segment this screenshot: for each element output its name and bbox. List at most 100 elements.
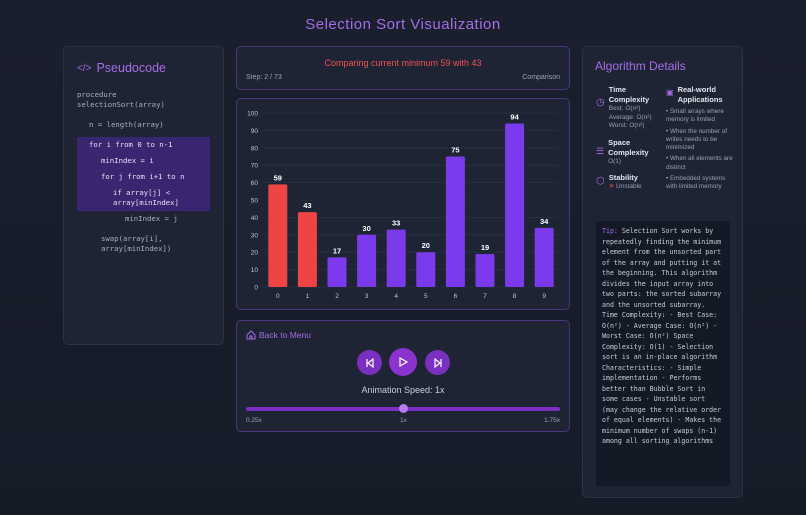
speed-mid-label: 1x — [400, 417, 407, 424]
x-tick-label: 9 — [542, 293, 546, 300]
stability: ⬡ Stability ✕ Unstable — [596, 173, 664, 192]
tip-text: Selection Sort works by repeatedly findi… — [602, 227, 722, 445]
pseudocode-panel: </> Pseudocode procedure selectionSort(ar… — [63, 46, 224, 345]
chart-panel: 0 10 20 30 40 50 60 70 80 90 100 59 0 43 1 17 2 30 3 33 4 20 5… — [236, 98, 570, 310]
y-tick-label: 60 — [251, 180, 259, 187]
clock-icon: ◷ — [596, 97, 605, 108]
bullet: • — [666, 108, 670, 115]
applications: ▣ Real-world Applications • Small arrays … — [666, 85, 736, 192]
x-tick-label: 8 — [513, 293, 517, 300]
bar-value-label: 33 — [392, 219, 400, 228]
speed-max-label: 1.75x — [544, 417, 560, 424]
bar-value-label: 17 — [333, 246, 341, 255]
code-line: minIndex = j — [125, 214, 178, 223]
database-icon: ☰ — [596, 145, 605, 156]
time-worst: Worst: O(n²) — [608, 122, 645, 129]
application-item: • When all elements are distinct — [666, 155, 736, 172]
bar-chart: 0102030405060708090100590431172303334205… — [247, 111, 559, 300]
step-back-button[interactable] — [357, 350, 382, 375]
bar-value-label: 20 — [422, 241, 430, 250]
application-text: Small arrays where memory is limited — [666, 108, 724, 124]
details-panel: Algorithm Details ◷ Time Complexity Best… — [582, 46, 743, 498]
x-icon: ✕ — [608, 183, 615, 190]
bar-value-label: 34 — [540, 217, 549, 226]
bar — [386, 229, 406, 287]
code-line: if array[j] < array[minIndex] — [77, 185, 210, 211]
bar — [327, 257, 347, 287]
y-tick-label: 50 — [251, 198, 259, 205]
skip-back-icon — [365, 357, 374, 368]
y-tick-label: 40 — [251, 215, 259, 222]
skip-forward-icon — [433, 357, 442, 368]
pseudocode-heading: Pseudocode — [96, 61, 166, 75]
bar-value-label: 94 — [510, 112, 519, 121]
play-icon — [399, 357, 408, 367]
speed-slider[interactable] — [246, 404, 560, 413]
phase-label: Comparison — [522, 74, 560, 81]
y-tick-label: 0 — [254, 285, 258, 292]
x-tick-label: 2 — [335, 293, 339, 300]
code-icon: </> — [77, 62, 92, 74]
stability-title: Stability — [608, 173, 638, 182]
y-tick-label: 70 — [251, 163, 259, 170]
speed-label: Animation Speed: 1x — [361, 385, 445, 395]
code-line: minIndex = i — [77, 153, 210, 169]
apps-title: Real-world Applications — [677, 85, 723, 104]
application-text: When the number of writes needs to be mi… — [666, 127, 728, 152]
bullet: • — [666, 127, 670, 135]
y-tick-label: 30 — [251, 232, 259, 239]
tip-box: Tip: Selection Sort works by repeatedly … — [596, 221, 730, 486]
back-to-menu-button[interactable]: Back to Menu — [246, 330, 311, 340]
controls-panel: Back to Menu Animation Speed: 1x 0.25x 1… — [236, 320, 570, 432]
y-tick-label: 80 — [251, 145, 259, 152]
x-tick-label: 1 — [306, 293, 310, 300]
bar-value-label: 30 — [362, 224, 370, 233]
code-line: procedure selectionSort(array) — [77, 90, 165, 109]
y-tick-label: 20 — [251, 250, 259, 257]
speed-slider-thumb[interactable] — [399, 404, 408, 413]
application-item: • Small arrays where memory is limited — [666, 108, 736, 125]
space-complexity: ☰ Space Complexity O(1) — [596, 138, 664, 167]
bar — [416, 252, 436, 287]
chip-icon: ▣ — [666, 88, 674, 97]
x-tick-label: 6 — [454, 293, 458, 300]
time-title: Time Complexity — [608, 85, 650, 104]
bar — [297, 212, 317, 287]
stability-value: Unstable — [616, 183, 642, 190]
y-tick-label: 100 — [247, 111, 258, 118]
y-tick-label: 10 — [251, 267, 259, 274]
time-avg: Average: O(n²) — [608, 113, 652, 121]
play-button[interactable] — [389, 348, 417, 376]
bar-value-label: 75 — [451, 146, 459, 155]
application-text: Embedded systems with limited memory — [666, 175, 726, 191]
tip-label: Tip: — [602, 227, 618, 235]
home-icon — [246, 330, 256, 340]
time-best: Best: O(n²) — [608, 105, 641, 112]
page-title: Selection Sort Visualization — [305, 16, 501, 33]
application-item: • Embedded systems with limited memory — [666, 175, 736, 192]
step-forward-button[interactable] — [425, 350, 450, 375]
bar — [357, 234, 377, 287]
status-panel: Comparing current minimum 59 with 43 Ste… — [236, 46, 570, 90]
space-title: Space Complexity — [608, 137, 649, 157]
status-message: Comparing current minimum 59 with 43 — [324, 58, 482, 68]
speed-min-label: 0.25x — [246, 417, 262, 424]
details-heading: Algorithm Details — [595, 59, 686, 73]
bar-value-label: 43 — [303, 201, 311, 210]
bar — [445, 156, 465, 287]
bar — [505, 123, 525, 287]
code-line: for i from 0 to n-1 — [77, 137, 210, 153]
bar-value-label: 19 — [481, 243, 489, 252]
code-line: for j from i+1 to n — [77, 169, 210, 185]
time-complexity: ◷ Time Complexity Best: O(n²) Average: O… — [596, 85, 664, 131]
bar-value-label: 59 — [274, 173, 282, 182]
x-tick-label: 3 — [365, 293, 369, 300]
cube-icon: ⬡ — [596, 176, 605, 187]
back-label: Back to Menu — [259, 330, 311, 340]
bar — [268, 184, 288, 287]
space-value: O(1) — [608, 157, 622, 165]
code-line: n = length(array) — [89, 120, 164, 129]
x-tick-label: 7 — [483, 293, 487, 300]
bar — [475, 253, 495, 287]
x-tick-label: 5 — [424, 293, 428, 300]
